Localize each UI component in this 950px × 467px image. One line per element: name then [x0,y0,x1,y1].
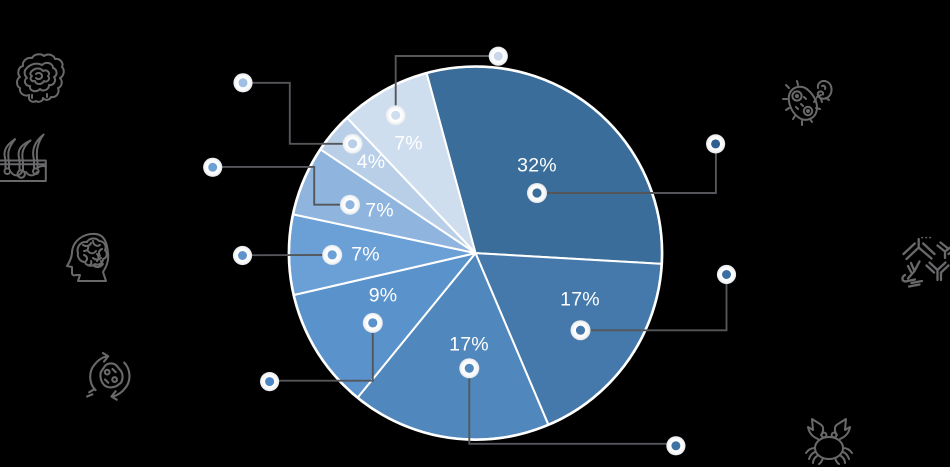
svg-text:7%: 7% [351,244,380,266]
svg-text:9%: 9% [369,285,398,307]
svg-text:4%: 4% [357,151,386,173]
svg-text:17%: 17% [560,289,600,311]
svg-text:7%: 7% [365,200,394,222]
svg-text:17%: 17% [449,334,489,356]
svg-text:7%: 7% [394,133,423,155]
svg-text:32%: 32% [517,155,557,177]
